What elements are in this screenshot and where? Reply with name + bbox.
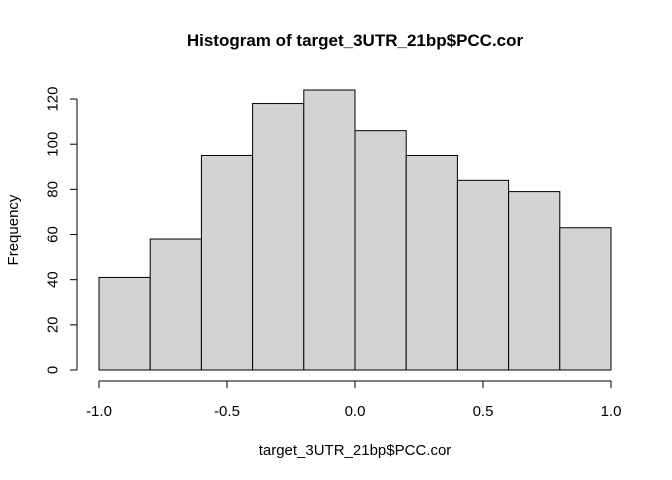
- y-tick-label: 40: [45, 271, 62, 288]
- histogram-bar-4: [303, 89, 356, 371]
- y-tick-label: 120: [45, 87, 62, 112]
- y-tick-label: 20: [45, 316, 62, 333]
- y-tick-label: 80: [45, 181, 62, 198]
- x-tick-label: 1.0: [601, 403, 622, 420]
- y-tick-label: 100: [45, 132, 62, 157]
- x-axis-label: target_3UTR_21bp$PCC.cor: [259, 442, 452, 459]
- histogram-bar-8: [508, 191, 561, 371]
- bars-group: [98, 89, 612, 371]
- histogram-bar-0: [98, 276, 151, 371]
- chart-title: Histogram of target_3UTR_21bp$PCC.cor: [187, 31, 524, 50]
- y-tick-label: 0: [45, 366, 62, 374]
- x-tick-label: 0.5: [473, 403, 494, 420]
- x-tick-label: 0.0: [345, 403, 366, 420]
- y-tick-label: 60: [45, 226, 62, 243]
- histogram-bar-1: [149, 238, 202, 371]
- histogram-bar-3: [252, 103, 305, 371]
- histogram-bar-7: [456, 179, 510, 371]
- histogram-bar-6: [405, 154, 458, 371]
- x-axis: -1.0 -0.5 0.0 0.5 1.0: [86, 380, 622, 420]
- histogram-bar-2: [200, 154, 254, 371]
- histogram-bar-5: [354, 130, 407, 371]
- x-tick-label: -1.0: [86, 403, 112, 420]
- y-axis: 0 20 40 60 80 100 120: [45, 87, 78, 374]
- histogram-bar-9: [559, 227, 612, 371]
- y-axis-label: Frequency: [5, 194, 22, 265]
- x-tick-label: -0.5: [214, 403, 240, 420]
